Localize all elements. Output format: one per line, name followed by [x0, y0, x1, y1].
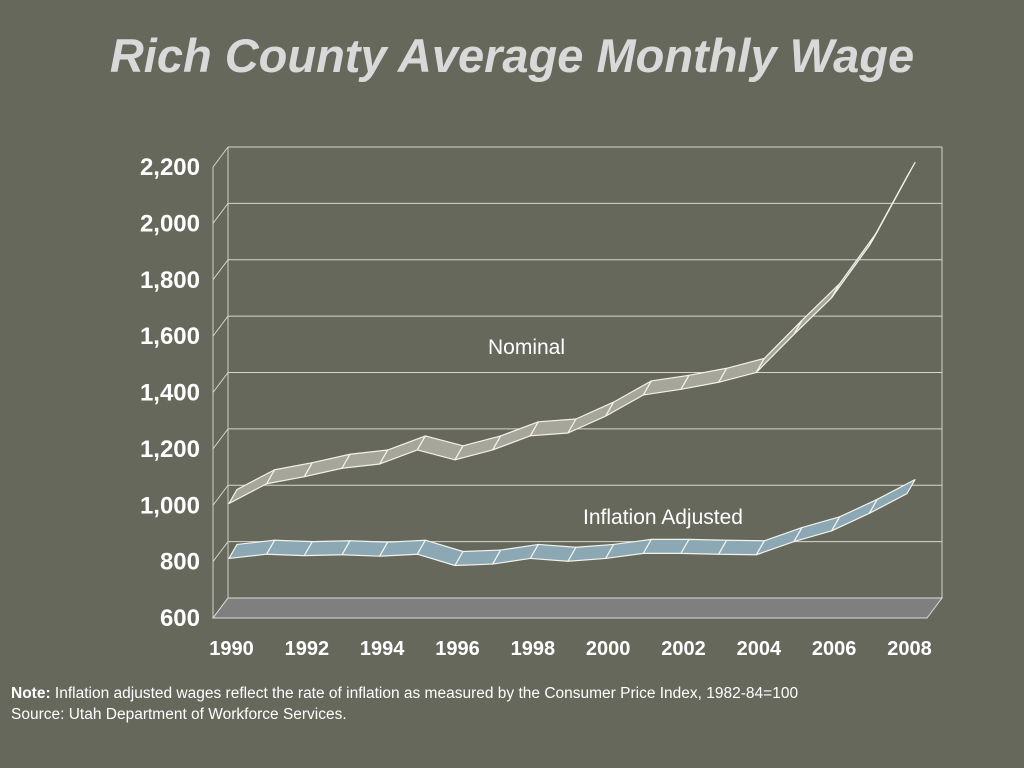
series-label-nominal: Nominal [488, 336, 565, 359]
ribbon-segment [755, 319, 803, 374]
x-tick-label: 2002 [661, 638, 706, 660]
y-tick-label: 600 [160, 605, 200, 632]
ribbon-segment [680, 367, 728, 390]
ribbon-segment [529, 418, 577, 437]
x-tick-label: 1994 [360, 638, 405, 660]
ribbon-segment [416, 435, 464, 461]
y-tick-label: 1,000 [140, 492, 200, 519]
ribbon-segment [341, 449, 389, 469]
series-ribbon-nominal [228, 161, 916, 505]
gridline-depth [212, 372, 229, 393]
series-labels: Nominal Inflation Adjusted [488, 336, 743, 529]
note-line: Note: Inflation adjusted wages reflect t… [11, 683, 798, 704]
y-tick-label: 1,200 [140, 436, 200, 463]
gridline-depth [212, 259, 229, 281]
note-label: Note: [11, 685, 51, 702]
x-tick-label: 1992 [285, 638, 330, 660]
gridline-depth [212, 428, 229, 450]
ribbon-segment [416, 539, 464, 567]
x-tick-label: 2000 [586, 638, 631, 660]
series-label-inflation-adjusted: Inflation Adjusted [583, 506, 743, 529]
series-ribbons [228, 161, 916, 567]
gridline-depth [212, 146, 229, 168]
x-tick-label: 2004 [737, 638, 782, 660]
x-tick-label: 1998 [511, 638, 556, 660]
y-tick-label: 1,600 [140, 323, 200, 350]
ribbon-segment [831, 230, 878, 299]
y-tick-label: 1,800 [140, 267, 200, 294]
x-axis-labels: 1990 1992 1994 1996 1998 2000 2002 2004 2006 2008 [209, 638, 932, 660]
ribbon-segment [868, 479, 916, 514]
gridline-depth [212, 203, 229, 224]
ribbon-segment [642, 374, 690, 396]
footnote: Note: Inflation adjusted wages reflect t… [11, 683, 798, 725]
ribbon-segment [793, 283, 841, 335]
x-tick-label: 1990 [209, 638, 254, 660]
floor-plane [212, 597, 943, 619]
ribbon-segment [605, 380, 652, 417]
y-tick-label: 1,400 [140, 380, 200, 407]
ribbon-segment [228, 469, 276, 505]
gridline-depth [212, 541, 229, 562]
y-axis-labels: 2,200 2,000 1,800 1,600 1,400 1,200 1,000 800 60… [140, 154, 200, 632]
x-tick-label: 2006 [812, 638, 857, 660]
y-tick-label: 800 [160, 549, 200, 576]
gridline-depth [212, 484, 229, 506]
ribbon-segment [567, 401, 615, 434]
gridline-depth [212, 315, 229, 337]
ribbon-segment [228, 539, 276, 560]
y-tick-label: 2,200 [140, 154, 200, 181]
ribbon-segment [492, 543, 539, 565]
y-tick-label: 2,000 [140, 210, 200, 237]
series-ribbon-inflation-adjusted [228, 479, 916, 567]
ribbon-segment [605, 538, 652, 560]
ribbon-segment [266, 462, 313, 485]
note-text: Inflation adjusted wages reflect the rat… [54, 685, 799, 702]
x-tick-label: 1996 [435, 638, 480, 660]
source-line: Source: Utah Department of Workforce Ser… [11, 706, 347, 723]
x-tick-label: 2008 [887, 638, 932, 660]
chart-title: Rich County Average Monthly Wage [109, 29, 915, 82]
ribbon-segment [868, 161, 916, 247]
chart-floor [212, 597, 943, 619]
ribbon-segment [831, 498, 878, 532]
